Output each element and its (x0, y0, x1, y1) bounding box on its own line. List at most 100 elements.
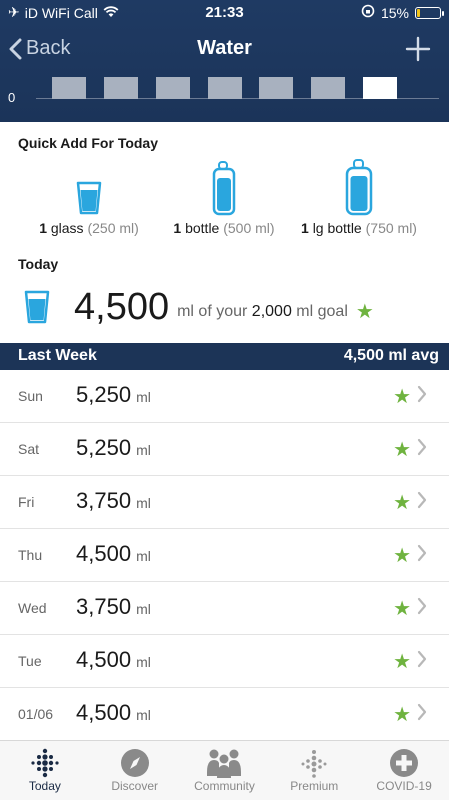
amount-value: 4,500 (76, 700, 132, 725)
graph-zero-label: 0 (8, 90, 16, 105)
quick-add-glass[interactable]: 1 glass (250 ml) (14, 158, 164, 236)
dots-icon (301, 750, 327, 778)
plus-icon (405, 36, 431, 62)
large-bottle-icon (345, 159, 373, 216)
today-summary: 4,500 ml of your 2,000 ml goal ★ (22, 282, 442, 332)
last-week-title: Last Week (18, 347, 97, 364)
graph-bar[interactable] (52, 77, 86, 99)
back-button[interactable]: Back (8, 37, 70, 60)
amount-unit: ml (136, 495, 151, 511)
graph-bar[interactable] (208, 77, 242, 99)
glass-volume: (250 ml) (87, 220, 139, 236)
dots-grid-icon (31, 748, 59, 778)
large-bottle-count: 1 (301, 220, 309, 236)
day-amount: 5,250 ml (76, 382, 151, 408)
chevron-left-icon (9, 38, 22, 59)
star-icon: ★ (393, 439, 411, 461)
day-label: 01/06 (18, 706, 54, 722)
day-label: Fri (18, 494, 35, 510)
clock: 21:33 (205, 4, 244, 21)
goal-prefix: ml of your (177, 303, 248, 320)
day-amount: 5,250 ml (76, 435, 151, 461)
bottle-icon (212, 161, 236, 216)
star-icon: ★ (393, 651, 411, 673)
day-row[interactable]: Thu 4,500 ml ★ (0, 529, 449, 582)
chevron-right-icon (417, 491, 427, 514)
day-amount: 4,500 ml (76, 541, 151, 567)
day-label: Sat (18, 441, 40, 457)
tab-today[interactable]: Today (0, 741, 90, 800)
battery-icon (415, 6, 444, 19)
airplane-icon: ✈ (8, 4, 20, 20)
day-amount: 4,500 ml (76, 647, 151, 673)
star-icon: ★ (393, 492, 411, 514)
day-row[interactable]: Sat 5,250 ml ★ (0, 423, 449, 476)
today-goal-text: ml of your 2,000 ml goal (177, 303, 348, 321)
day-label: Thu (18, 547, 43, 563)
nav-bar: Back Water (0, 28, 449, 72)
amount-value: 3,750 (76, 488, 132, 513)
amount-value: 3,750 (76, 594, 132, 619)
amount-unit: ml (136, 442, 151, 458)
amount-unit: ml (136, 389, 151, 405)
battery-percent: 15% (380, 4, 409, 21)
header: ✈ iD WiFi Call 21:33 15% Back Water 0 (0, 0, 449, 122)
day-amount: 3,750 ml (76, 488, 151, 514)
quick-add-bottle[interactable]: 1 bottle (500 ml) (149, 158, 299, 236)
star-icon: ★ (393, 704, 411, 726)
back-label: Back (26, 37, 71, 59)
page-title: Water (197, 37, 252, 59)
tab-discover[interactable]: Discover (90, 741, 180, 800)
add-button[interactable] (405, 36, 431, 67)
last-week-average: 4,500 ml avg (343, 347, 439, 364)
day-row[interactable]: Tue 4,500 ml ★ (0, 635, 449, 688)
goal-value: 2,000 (251, 303, 292, 320)
graph-bar[interactable] (311, 77, 345, 99)
today-amount: 4,500 (74, 285, 170, 328)
tab-label: COVID-19 (376, 779, 432, 793)
amount-value: 5,250 (76, 382, 132, 407)
graph-bar[interactable] (104, 77, 138, 99)
day-amount: 4,500 ml (76, 700, 151, 726)
quick-add-title: Quick Add For Today (18, 135, 159, 151)
bottle-name: bottle (185, 220, 220, 236)
amount-unit: ml (136, 548, 151, 564)
tab-premium[interactable]: Premium (269, 741, 359, 800)
graph-bar-today[interactable] (363, 77, 397, 99)
people-icon (207, 749, 242, 778)
star-icon: ★ (393, 545, 411, 567)
day-row[interactable]: Sun 5,250 ml ★ (0, 370, 449, 423)
status-bar: ✈ iD WiFi Call 21:33 15% (0, 0, 449, 24)
glass-icon (76, 181, 102, 215)
tab-covid[interactable]: COVID-19 (359, 741, 449, 800)
today-title: Today (18, 256, 59, 272)
graph-bar[interactable] (156, 77, 190, 99)
graph-bar[interactable] (259, 77, 293, 99)
day-label: Tue (18, 653, 42, 669)
chevron-right-icon (417, 597, 427, 620)
day-amount: 3,750 ml (76, 594, 151, 620)
day-row[interactable]: 01/06 4,500 ml ★ (0, 688, 449, 741)
amount-unit: ml (136, 707, 151, 723)
tab-community[interactable]: Community (180, 741, 270, 800)
bottle-volume: (500 ml) (223, 220, 275, 236)
day-label: Wed (18, 600, 47, 616)
glass-icon (24, 290, 50, 324)
large-bottle-volume: (750 ml) (365, 220, 417, 236)
tab-bar: Today Discover Community Premium (0, 740, 449, 800)
day-row[interactable]: Fri 3,750 ml ★ (0, 476, 449, 529)
quick-add-large-bottle[interactable]: 1 lg bottle (750 ml) (284, 158, 434, 236)
rotation-lock-icon (361, 4, 375, 21)
amount-value: 4,500 (76, 541, 132, 566)
weekly-bar-graph[interactable]: 0 (0, 72, 449, 122)
chevron-right-icon (417, 438, 427, 461)
chevron-right-icon (417, 650, 427, 673)
battery-level (417, 8, 420, 17)
day-row[interactable]: Wed 3,750 ml ★ (0, 582, 449, 635)
amount-value: 4,500 (76, 647, 132, 672)
compass-icon (120, 749, 149, 777)
day-label: Sun (18, 388, 43, 404)
star-icon: ★ (393, 598, 411, 620)
tab-label: Discover (111, 779, 159, 793)
tab-label: Today (28, 779, 61, 793)
